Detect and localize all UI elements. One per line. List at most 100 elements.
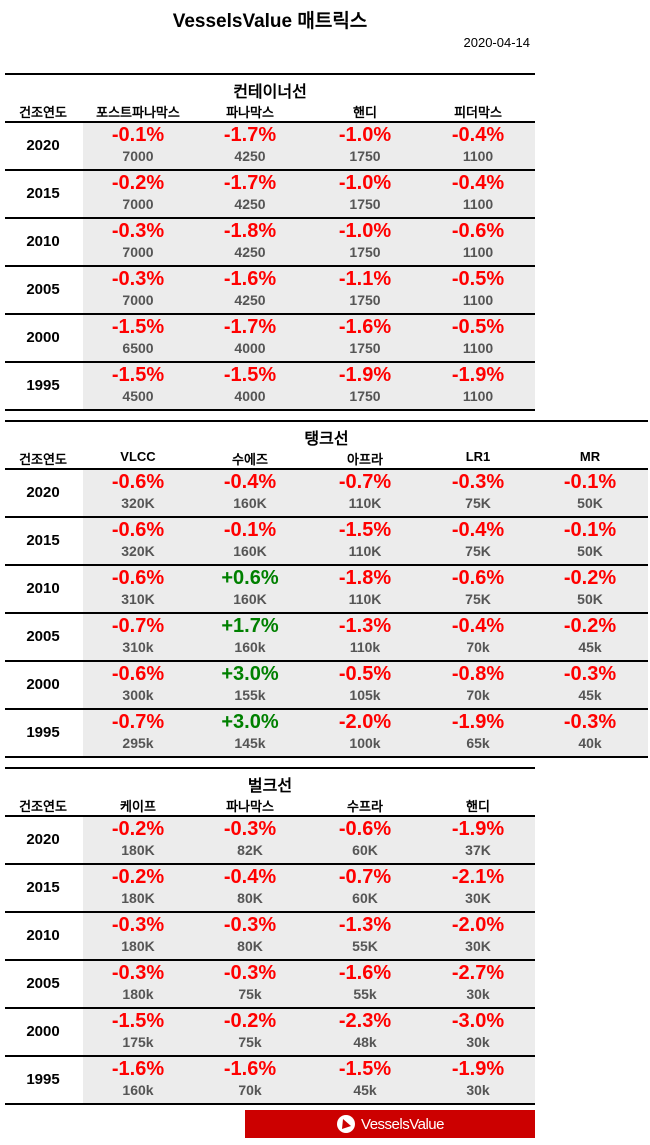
build-year: 2000	[26, 329, 60, 346]
column-header: 파나막스	[226, 799, 274, 814]
value-cell: -1.5% 175k	[83, 1009, 193, 1051]
value-cell: -0.3% 180k	[83, 961, 193, 1003]
value-cell: -0.3% 82K	[195, 817, 305, 859]
value-cell: -0.7% 295k	[83, 710, 193, 752]
vessel-value: 1100	[462, 148, 494, 164]
vessel-value: 1750	[349, 388, 381, 404]
value-cell: -0.3% 7000	[83, 267, 193, 309]
column-header: 포스트파나막스	[96, 105, 180, 120]
column-header: 아프라	[347, 452, 383, 467]
build-year: 2000	[26, 676, 60, 693]
column-header: 수프라	[347, 799, 383, 814]
value-cell: -1.5% 6500	[83, 315, 193, 357]
column-header: 핸디	[466, 799, 490, 814]
value-cell: -1.8% 4250	[195, 219, 305, 261]
column-header: 피더막스	[454, 105, 502, 120]
build-year: 2010	[26, 927, 60, 944]
value-cell: -0.1% 160K	[195, 518, 305, 560]
section-header: 벌크선 건조연도 케이프 파나막스 수프라 핸디	[5, 767, 535, 815]
change-percent: -0.2%	[111, 866, 165, 888]
vessel-value: 105k	[349, 687, 381, 703]
build-year: 2010	[26, 580, 60, 597]
change-percent: -0.1%	[111, 124, 165, 146]
change-percent: -0.4%	[451, 519, 505, 541]
value-cell: -0.4% 70k	[423, 614, 533, 656]
change-percent: -1.7%	[223, 316, 277, 338]
value-cell: -0.4% 1100	[423, 171, 533, 213]
vessel-value: 4500	[122, 388, 154, 404]
vessel-value: 50K	[577, 495, 603, 511]
value-cell: -0.6% 1100	[423, 219, 533, 261]
value-cell: -0.4% 80K	[195, 865, 305, 907]
vesselsvalue-logo: VesselsValue	[245, 1110, 535, 1138]
change-percent: -1.5%	[223, 364, 277, 386]
value-cell: -0.6% 60K	[310, 817, 420, 859]
change-percent: -3.0%	[451, 1010, 505, 1032]
value-cell: -1.0% 1750	[310, 171, 420, 213]
value-cell: -0.6% 320K	[83, 470, 193, 512]
build-year: 2020	[26, 831, 60, 848]
vessel-value: 70k	[466, 687, 490, 703]
value-cell: -0.5% 105k	[310, 662, 420, 704]
vessel-value: 145k	[234, 735, 266, 751]
build-year: 2010	[26, 233, 60, 250]
vessel-value: 30K	[465, 890, 491, 906]
change-percent: -0.5%	[451, 268, 505, 290]
vessel-value: 75K	[465, 495, 491, 511]
change-percent: -1.5%	[111, 364, 165, 386]
logo-icon	[337, 1115, 356, 1133]
value-cell: -0.3% 75K	[423, 470, 533, 512]
change-percent: -1.6%	[338, 316, 392, 338]
value-cell: -1.7% 4250	[195, 123, 305, 165]
change-percent: -0.3%	[111, 220, 165, 242]
value-cell: -0.6% 75K	[423, 566, 533, 608]
table-row: 2020 -0.2% 180K -0.3% 82K -0.6% 60K -1.9% 37K	[5, 815, 535, 863]
change-percent: +0.6%	[221, 567, 279, 589]
table-row: 2020 -0.6% 320K -0.4% 160K -0.7% 110K -0.3% 75K -…	[5, 468, 648, 516]
vessel-value: 60K	[352, 890, 378, 906]
section-header: 탱크선 건조연도 VLCC 수에즈 아프라 LR1 MR	[5, 420, 648, 468]
value-cell: -0.2% 180K	[83, 865, 193, 907]
change-percent: -0.8%	[451, 663, 505, 685]
table-row: 2000 -1.5% 6500 -1.7% 4000 -1.6% 1750 -0.5% 1100	[5, 313, 535, 361]
change-percent: -1.9%	[451, 364, 505, 386]
build-year: 2015	[26, 879, 60, 896]
vessel-value: 80K	[237, 890, 263, 906]
change-percent: +1.7%	[221, 615, 279, 637]
column-header: LR1	[465, 449, 491, 464]
vessel-value: 75k	[238, 986, 262, 1002]
vessel-value: 1750	[349, 196, 381, 212]
vessel-value: 7000	[122, 292, 154, 308]
vessel-value: 110K	[348, 543, 382, 559]
change-percent: -2.0%	[338, 711, 392, 733]
column-header: MR	[579, 449, 601, 464]
value-cell: -1.3% 55K	[310, 913, 420, 955]
change-percent: -0.6%	[111, 519, 165, 541]
value-cell: -2.0% 30K	[423, 913, 533, 955]
report-date: 2020-04-14	[463, 35, 531, 50]
value-cell: -0.3% 45k	[535, 662, 645, 704]
change-percent: -1.5%	[338, 519, 392, 541]
change-percent: -2.3%	[338, 1010, 392, 1032]
vessel-value: 30K	[465, 938, 491, 954]
vessel-value: 160k	[122, 1082, 154, 1098]
vessel-value: 75K	[465, 591, 491, 607]
vessel-value: 60K	[352, 842, 378, 858]
column-header: 파나막스	[226, 105, 274, 120]
change-percent: -0.6%	[451, 567, 505, 589]
value-cell: -1.6% 4250	[195, 267, 305, 309]
change-percent: -0.1%	[223, 519, 277, 541]
logo-text: VesselsValue	[361, 1115, 444, 1133]
change-percent: -0.5%	[451, 316, 505, 338]
value-cell: -0.3% 180K	[83, 913, 193, 955]
build-year: 1995	[26, 377, 60, 394]
table-row: 2015 -0.2% 180K -0.4% 80K -0.7% 60K -2.1% 30K	[5, 863, 535, 911]
change-percent: -0.3%	[111, 268, 165, 290]
section-header: 컨테이너선 건조연도 포스트파나막스 파나막스 핸디 피더막스	[5, 73, 535, 121]
value-cell: +3.0% 145k	[195, 710, 305, 752]
vessel-value: 4250	[234, 244, 266, 260]
change-percent: -0.4%	[223, 866, 277, 888]
vessel-value: 50K	[577, 591, 603, 607]
section-table: 컨테이너선 건조연도 포스트파나막스 파나막스 핸디 피더막스 2020 -0.1% 7000-…	[5, 73, 535, 411]
change-percent: +3.0%	[221, 663, 279, 685]
